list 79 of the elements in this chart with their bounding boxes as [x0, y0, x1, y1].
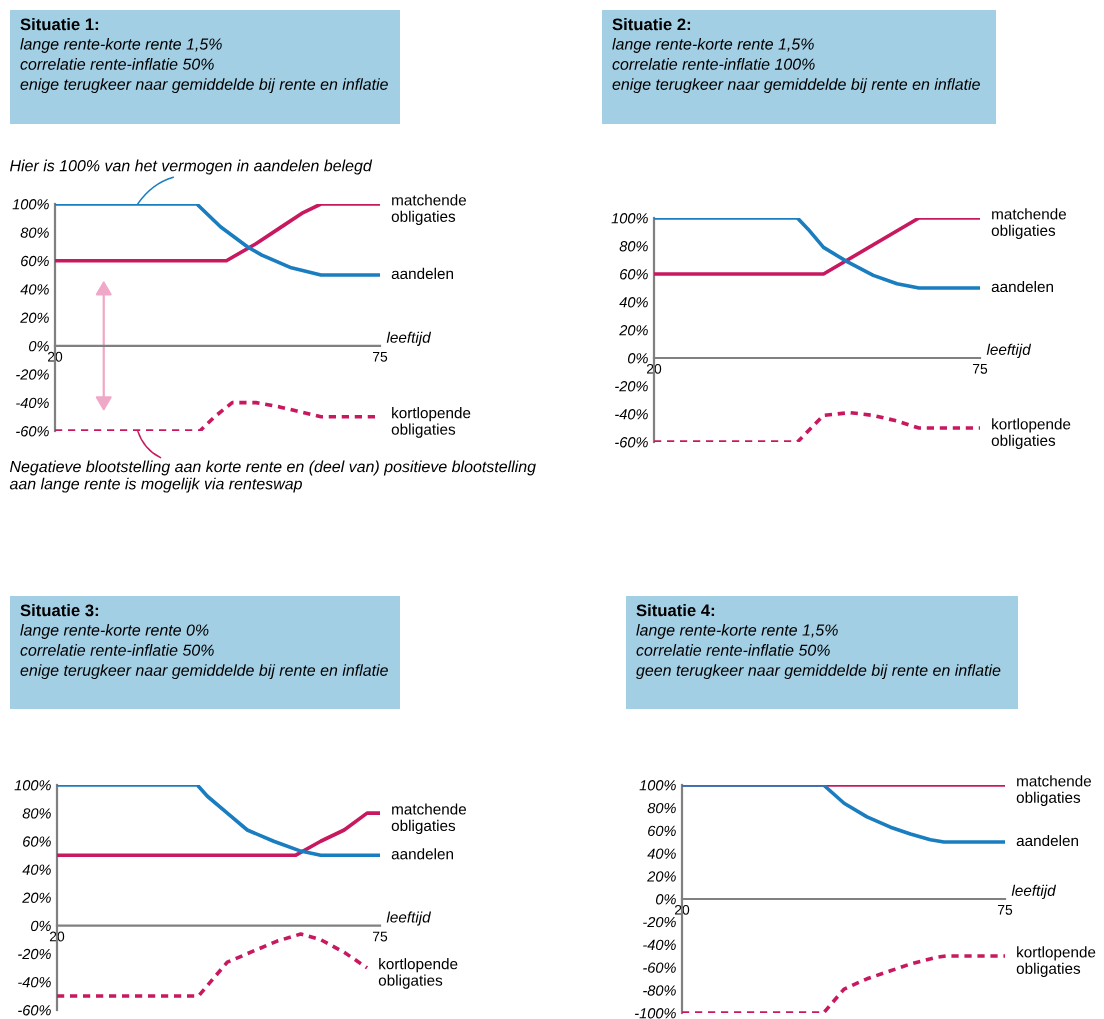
x-tick-label: 20: [674, 904, 690, 915]
y-tick-label: -60%: [18, 1005, 51, 1016]
y-tick-label: 80%: [22, 808, 51, 819]
series-label: matchende obligaties: [391, 194, 467, 225]
x-tick-label: 75: [372, 931, 388, 942]
y-tick-label: 20%: [647, 871, 676, 882]
y-tick-label: 40%: [619, 297, 648, 308]
y-tick-label: 60%: [23, 836, 51, 847]
x-axis-title: leeftijd: [386, 331, 432, 346]
line-series: [57, 811, 380, 858]
y-tick-label: 100%: [611, 213, 648, 224]
y-tick-label: 60%: [21, 255, 49, 267]
y-tick-label: 100%: [14, 780, 51, 791]
line-series: [654, 410, 980, 442]
series-label: kortlopende obligaties: [391, 407, 471, 438]
y-tick-label: 100%: [639, 780, 676, 791]
x-axis-title: leeftijd: [1011, 884, 1057, 899]
annotation: Hier is 100% van het vermogen in aandelen belegd: [9, 159, 373, 175]
y-tick-label: -20%: [615, 381, 648, 392]
y-tick-label: 100%: [12, 199, 49, 210]
y-tick-label: -80%: [643, 985, 676, 996]
y-tick-label: 60%: [620, 269, 648, 280]
y-tick-label: 80%: [647, 802, 676, 814]
series-label: aandelen: [1016, 834, 1078, 847]
y-tick-label: 0%: [31, 920, 51, 932]
y-tick-label: 0%: [29, 340, 49, 352]
chart-title: Situatie 4:: [636, 604, 715, 617]
y-tick-label: -20%: [16, 369, 49, 380]
y-tick-label: -60%: [643, 962, 676, 973]
chart-title: Situatie 1:: [20, 18, 99, 31]
y-tick-label: 80%: [619, 241, 648, 252]
y-tick-label: 80%: [20, 227, 49, 238]
series-label: matchende obligaties: [391, 803, 467, 835]
series-label: matchende obligaties: [1016, 775, 1092, 806]
chart-subtitle: lange rente-korte rente 1,5% correlatie rente-inflatie 50% enige terugkeer naar gemiddelde bij rente en inflatie: [20, 38, 388, 94]
chart-subtitle: lange rente-korte rente 1,5% correlatie rente-inflatie 50% geen terugkeer naar gemiddelde bij rente en inflatie: [636, 624, 1001, 680]
line-series: [682, 785, 1005, 844]
chart-subtitle: lange rente-korte rente 1,5% correlatie rente-inflatie 100% enige terugkeer naar gemiddelde bij rente en inflatie: [612, 38, 980, 94]
y-tick-label: 20%: [22, 892, 51, 903]
series-label: kortlopende obligaties: [1016, 946, 1096, 977]
y-tick-label: -60%: [16, 426, 49, 437]
y-tick-label: -40%: [643, 939, 676, 951]
annotation: Negatieve blootstelling aan korte rente en (deel van) positieve blootstelling aan lange rente is mogelijk via renteswap: [9, 460, 536, 493]
y-tick-label: 20%: [619, 325, 648, 336]
line-series: [654, 218, 980, 290]
series-label: kortlopende obligaties: [991, 418, 1071, 449]
chart-subtitle: lange rente-korte rente 0% correlatie rente-inflatie 50% enige terugkeer naar gemiddelde bij rente en inflatie: [20, 624, 388, 680]
y-tick-label: 0%: [628, 353, 648, 364]
series-label: aandelen: [991, 280, 1053, 293]
x-tick-label: 75: [372, 351, 388, 362]
x-axis-title: leeftijd: [986, 343, 1032, 358]
y-tick-label: -20%: [643, 916, 676, 928]
y-tick-label: 40%: [647, 848, 676, 859]
y-tick-label: -100%: [635, 1008, 676, 1019]
x-tick-label: 75: [972, 364, 988, 374]
x-axis-title: leeftijd: [386, 911, 432, 926]
x-tick-label: 20: [646, 363, 662, 374]
line-series: [57, 785, 380, 858]
y-tick-label: -20%: [18, 948, 51, 960]
line-series: [682, 954, 1005, 1013]
y-tick-label: 60%: [648, 825, 676, 837]
series-label: aandelen: [391, 848, 453, 860]
y-tick-label: 40%: [20, 284, 49, 295]
chart-title: Situatie 3:: [20, 604, 99, 617]
x-tick-label: 20: [47, 351, 63, 362]
y-tick-label: -40%: [615, 409, 648, 420]
series-label: matchende obligaties: [991, 208, 1067, 239]
y-tick-label: 40%: [22, 864, 51, 875]
series-label: aandelen: [391, 267, 453, 280]
x-tick-label: 75: [997, 905, 1013, 915]
x-tick-label: 20: [49, 931, 65, 942]
y-tick-label: 0%: [656, 894, 676, 905]
chart-title: Situatie 2:: [612, 18, 691, 31]
series-label: kortlopende obligaties: [378, 958, 458, 989]
y-tick-label: -40%: [18, 976, 51, 988]
line-series: [55, 204, 380, 263]
y-tick-label: -40%: [16, 397, 49, 409]
y-tick-label: 20%: [20, 312, 49, 323]
y-tick-label: -60%: [615, 437, 648, 448]
